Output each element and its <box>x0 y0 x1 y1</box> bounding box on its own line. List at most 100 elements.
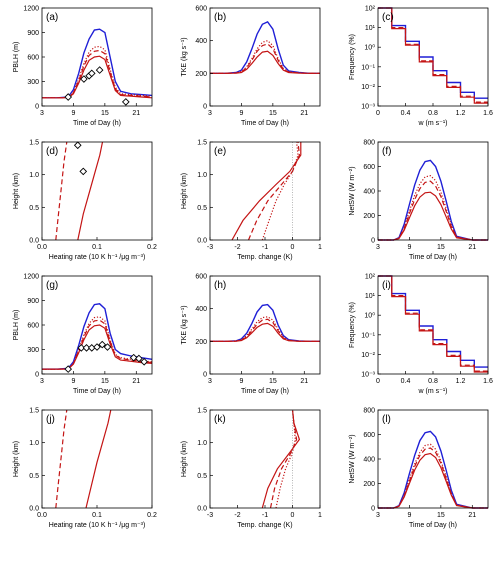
y-tick-label: 1.0 <box>29 172 39 179</box>
y-tick-label: 600 <box>27 55 39 62</box>
observation-marker <box>121 98 130 106</box>
observation-marker <box>87 69 96 78</box>
x-tick-label: 3 <box>376 512 380 519</box>
y-tick-label: 400 <box>195 38 207 45</box>
y-tick-label: 200 <box>195 71 207 78</box>
y-axis-label: Height (km) <box>181 173 188 209</box>
series-line-g-1 <box>42 316 153 370</box>
series-line-i-1 <box>378 275 488 372</box>
series-line-c-0 <box>378 7 488 99</box>
observation-marker <box>79 167 88 176</box>
y-tick-label: 300 <box>27 79 39 86</box>
x-tick-label: 0.2 <box>147 244 157 251</box>
observation-marker <box>135 354 143 363</box>
y-axis-label: NetSW (W m⁻²) <box>349 166 356 215</box>
y-tick-label: 400 <box>363 457 375 464</box>
series-line-l-0 <box>378 430 488 509</box>
series-line-i-2 <box>378 275 488 373</box>
series-line-e-1 <box>247 141 301 241</box>
series-line-a-1 <box>42 45 153 99</box>
x-tick-label: 0 <box>376 110 380 117</box>
panel-k: -3 -2 -1 0 1 0.0 0.5 1.0 1.5 Temp. change (K) Heig… <box>181 408 322 530</box>
x-axis-label: Heating rate (10 K h⁻¹ /μg m⁻³) <box>49 254 146 261</box>
series-line-l-3 <box>378 452 488 509</box>
series-line-j-1 <box>85 409 112 509</box>
plot-frame <box>209 409 321 509</box>
x-tick-label: 0.8 <box>428 378 438 385</box>
x-tick-label: 15 <box>101 378 109 385</box>
x-axis-label: w (m s⁻¹) <box>418 120 448 127</box>
y-tick-label: 10¹ <box>365 293 376 300</box>
y-tick-label: 900 <box>27 298 39 305</box>
observation-marker <box>64 93 73 101</box>
panel-i: 0 0.4 0.8 1.2 1.6 10⁻³ 10⁻² 10⁻¹ 10⁰ 10¹ 10² w (m s… <box>349 274 493 396</box>
plot-frame <box>377 141 489 241</box>
y-tick-label: 10¹ <box>365 25 376 32</box>
panel-label: (e) <box>214 146 226 157</box>
y-tick-label: 0.5 <box>29 473 39 480</box>
observation-marker <box>82 344 91 352</box>
series-line-d-0 <box>55 141 68 241</box>
panel-label: (i) <box>382 280 391 291</box>
x-tick-label: -2 <box>234 512 240 519</box>
plot-frame <box>377 275 489 375</box>
observation-marker <box>77 344 86 352</box>
y-axis-label: Height (km) <box>13 173 20 209</box>
series-line-j-0 <box>55 409 68 509</box>
x-tick-label: 15 <box>101 110 109 117</box>
series-line-i-0 <box>378 275 488 368</box>
y-tick-label: 400 <box>363 189 375 196</box>
y-tick-label: 200 <box>195 339 207 346</box>
x-tick-label: 9 <box>407 244 411 251</box>
y-tick-label: 0.5 <box>197 205 207 212</box>
x-tick-label: 9 <box>407 512 411 519</box>
x-tick-label: -1 <box>262 512 268 519</box>
plot-frame <box>41 409 153 509</box>
x-tick-label: 3 <box>40 110 44 117</box>
panel-label: (d) <box>46 146 58 157</box>
x-tick-label: 1.2 <box>456 110 466 117</box>
panel-l: 3 9 15 21 0 200 400 600 800 Time of Day (h) NetSW … <box>349 408 489 529</box>
x-axis-label: Time of Day (h) <box>409 254 457 261</box>
series-line-h-0 <box>210 303 320 342</box>
y-tick-label: 0.0 <box>197 506 207 513</box>
y-tick-label: 0 <box>203 104 207 111</box>
y-axis-label: Height (km) <box>181 441 188 477</box>
x-tick-label: 1.6 <box>483 378 493 385</box>
y-tick-label: 0.5 <box>197 473 207 480</box>
x-tick-label: 9 <box>239 378 243 385</box>
x-tick-label: 0 <box>376 378 380 385</box>
series-line-g-0 <box>42 303 153 370</box>
series-line-f-3 <box>378 191 488 241</box>
x-tick-label: 9 <box>239 110 243 117</box>
y-axis-label: Frequency (%) <box>349 34 356 80</box>
x-tick-label: 21 <box>300 110 308 117</box>
y-tick-label: 10⁻² <box>361 352 375 359</box>
panel-h: 3 9 15 21 0 200 400 600 Time of Day (h) TKE (kg s… <box>181 274 321 395</box>
panel-label: (l) <box>382 414 391 425</box>
panel-b: 3 9 15 21 0 200 400 600 Time of Day (h) TKE (kg s… <box>181 6 321 127</box>
x-tick-label: 1.6 <box>483 110 493 117</box>
series-line-e-0 <box>231 142 302 241</box>
series-line-l-2 <box>378 447 488 509</box>
y-tick-label: 0.0 <box>29 506 39 513</box>
y-tick-label: 800 <box>363 408 375 415</box>
x-tick-label: -3 <box>207 244 213 251</box>
y-tick-label: 800 <box>363 140 375 147</box>
y-tick-label: 10² <box>365 6 376 13</box>
y-tick-label: 1200 <box>23 274 39 281</box>
y-tick-label: 1.5 <box>29 408 39 415</box>
series-line-h-3 <box>210 322 320 342</box>
x-tick-label: 3 <box>40 378 44 385</box>
y-tick-label: 10⁻³ <box>361 104 375 111</box>
x-tick-label: 0.4 <box>401 110 411 117</box>
y-tick-label: 0.5 <box>29 205 39 212</box>
x-tick-label: 0.1 <box>92 512 102 519</box>
panel-f: 3 9 15 21 0 200 400 600 800 Time of Day (h) NetSW … <box>349 140 489 261</box>
y-tick-label: 0 <box>371 238 375 245</box>
observation-marker <box>103 343 112 351</box>
observation-marker <box>98 340 107 349</box>
x-tick-label: 21 <box>468 512 476 519</box>
series-line-b-2 <box>210 43 320 74</box>
